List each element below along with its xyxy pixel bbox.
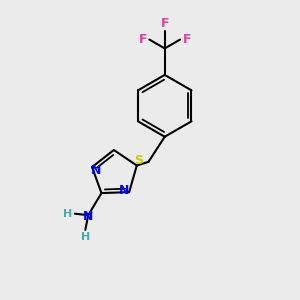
Text: F: F: [182, 33, 191, 46]
Text: N: N: [83, 210, 93, 223]
Text: H: H: [63, 209, 73, 219]
Text: F: F: [160, 17, 169, 30]
Text: N: N: [119, 184, 129, 197]
Text: N: N: [91, 164, 102, 176]
Text: S: S: [134, 154, 143, 167]
Text: H: H: [81, 232, 90, 242]
Text: F: F: [139, 33, 147, 46]
